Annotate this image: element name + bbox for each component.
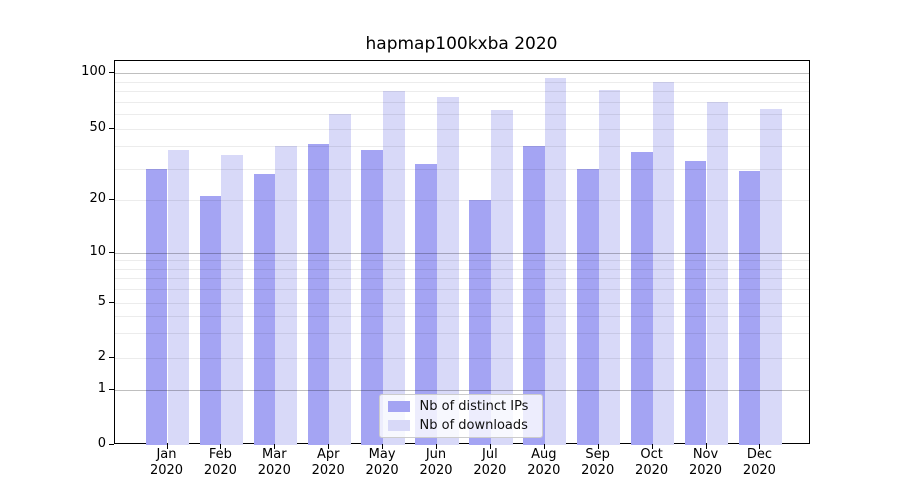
x-tick-label-may: May 2020 (365, 447, 399, 478)
gridline-minor-2 (114, 357, 809, 359)
gridline-minor-40 (114, 146, 809, 148)
gridline-major-100 (114, 73, 809, 74)
x-tick-mark-may (382, 444, 384, 449)
bar-downloads-sep (598, 90, 621, 445)
x-tick-mark-nov (705, 444, 707, 449)
gridline-minor-4 (114, 315, 809, 317)
gridline-minor-8 (114, 268, 809, 270)
x-tick-label-aug: Aug 2020 (527, 447, 561, 478)
gridline-minor-30 (114, 168, 809, 170)
gridline-minor-6 (114, 289, 809, 291)
x-tick-label-apr: Apr 2020 (311, 447, 345, 478)
bar-downloads-oct (652, 82, 675, 445)
gridline-minor-60 (114, 114, 809, 116)
x-tick-mark-mar (274, 444, 276, 449)
gridline-minor-90 (114, 81, 809, 83)
bar-distinct-ips-feb (199, 196, 222, 445)
bar-downloads-jun (437, 97, 459, 445)
y-tick-mark-5 (108, 301, 114, 303)
y-tick-mark-10 (108, 251, 114, 253)
x-tick-mark-jul (489, 444, 491, 449)
bar-downloads-feb (221, 154, 244, 445)
gridline-minor-50 (114, 129, 809, 130)
x-tick-mark-jun (436, 444, 437, 449)
y-tick-label-100: 100 (81, 64, 106, 79)
y-tick-mark-2 (108, 356, 114, 358)
chart-title: hapmap100kxba 2020 (365, 34, 558, 54)
gridline-minor-3 (114, 333, 809, 335)
y-tick-mark-1 (108, 389, 114, 390)
gridline-minor-80 (114, 91, 809, 92)
y-tick-label-1: 1 (97, 381, 106, 396)
y-tick-label-10: 10 (89, 243, 106, 259)
y-tick-label-0: 0 (97, 436, 106, 451)
x-tick-label-sep: Sep 2020 (581, 447, 615, 478)
x-tick-mark-feb (220, 444, 222, 449)
bar-distinct-ips-jun (415, 163, 437, 445)
y-tick-label-2: 2 (97, 348, 106, 364)
x-tick-mark-apr (328, 444, 330, 449)
plot-area: Nb of distinct IPs Nb of downloads (113, 60, 810, 445)
legend-entry-distinct-ips: Nb of distinct IPs (380, 399, 542, 414)
y-tick-mark-50 (108, 128, 114, 129)
x-tick-mark-oct (651, 444, 653, 449)
bar-downloads-may (383, 91, 405, 445)
x-tick-label-dec: Dec 2020 (742, 447, 776, 478)
gridline-minor-5 (114, 302, 809, 304)
bar-downloads-aug (544, 78, 567, 445)
gridline-minor-9 (114, 260, 809, 262)
gridline-minor-20 (114, 200, 809, 201)
bars-layer (115, 61, 810, 445)
bar-distinct-ips-may (361, 150, 384, 445)
x-tick-mark-jan (166, 444, 168, 449)
legend-label-downloads: Nb of downloads (419, 418, 528, 433)
x-tick-label-oct: Oct 2020 (635, 447, 669, 478)
bar-downloads-apr (329, 114, 351, 445)
bar-distinct-ips-mar (253, 173, 276, 445)
gridline-major-1 (114, 390, 809, 391)
bar-downloads-jul (490, 110, 513, 445)
x-tick-mark-sep (597, 444, 599, 449)
x-tick-label-jun: Jun 2020 (419, 447, 453, 478)
bar-distinct-ips-sep (577, 168, 599, 445)
bar-distinct-ips-dec (738, 171, 761, 445)
y-tick-label-50: 50 (89, 120, 106, 135)
y-tick-label-20: 20 (89, 191, 106, 206)
bar-distinct-ips-jan (145, 168, 168, 445)
bar-downloads-jan (167, 150, 190, 445)
legend-swatch-distinct-ips (387, 401, 410, 412)
y-tick-label-5: 5 (97, 293, 106, 309)
y-tick-mark-100 (108, 72, 114, 73)
legend: Nb of distinct IPs Nb of downloads (378, 394, 543, 438)
grid-layer (114, 61, 809, 443)
x-tick-label-nov: Nov 2020 (688, 447, 723, 478)
bar-distinct-ips-aug (523, 146, 545, 445)
x-tick-mark-dec (759, 444, 761, 449)
gridline-major-10 (114, 252, 809, 254)
gridline-minor-7 (114, 278, 809, 280)
y-tick-mark-20 (108, 199, 114, 200)
gridline-minor-70 (114, 101, 809, 103)
bar-distinct-ips-oct (630, 152, 653, 445)
x-tick-label-jan: Jan 2020 (149, 447, 184, 478)
legend-entry-downloads: Nb of downloads (380, 418, 542, 433)
legend-swatch-downloads (387, 420, 410, 431)
x-tick-label-mar: Mar 2020 (257, 447, 291, 478)
x-tick-label-feb: Feb 2020 (203, 447, 237, 478)
legend-label-distinct-ips: Nb of distinct IPs (419, 399, 529, 414)
bar-distinct-ips-jul (469, 200, 491, 445)
y-tick-mark-0 (108, 444, 114, 445)
x-tick-label-jul: Jul 2020 (473, 447, 507, 478)
bar-distinct-ips-apr (307, 144, 330, 445)
x-tick-mark-aug (543, 444, 545, 449)
bar-downloads-dec (760, 109, 783, 445)
bar-downloads-mar (275, 146, 297, 445)
bar-distinct-ips-nov (684, 161, 707, 445)
bar-downloads-nov (706, 101, 729, 445)
